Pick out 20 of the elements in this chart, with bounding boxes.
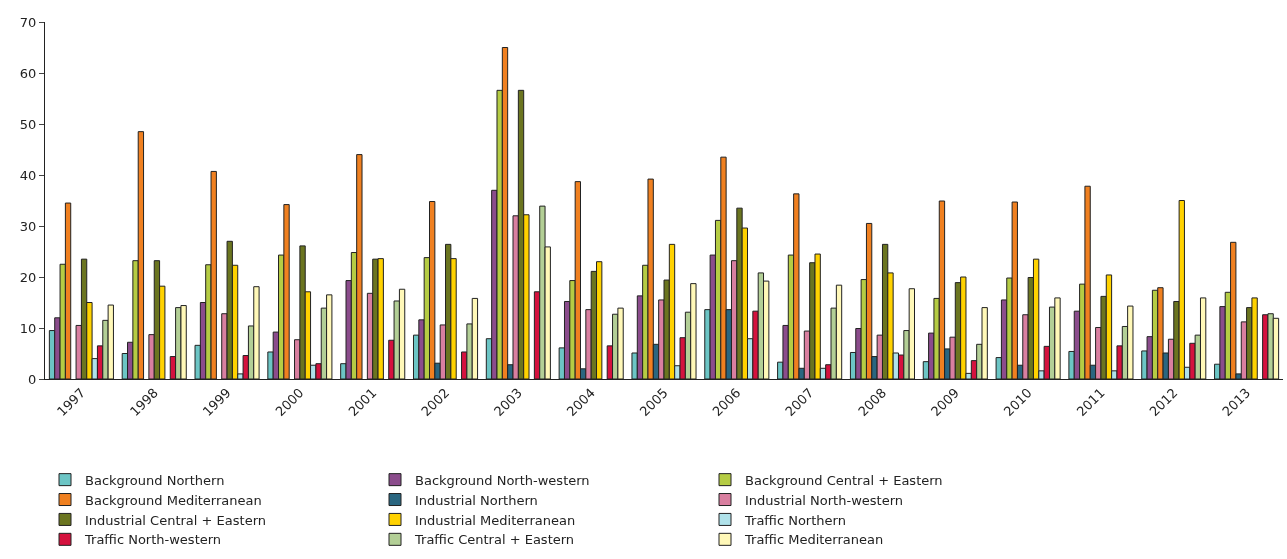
legend-label: Background Mediterranean bbox=[85, 492, 262, 508]
legend-label: Industrial Northern bbox=[415, 492, 538, 508]
legend-label: Traffic Northern bbox=[744, 512, 846, 528]
y-tick-label: 40 bbox=[19, 167, 37, 183]
legend-label: Traffic Mediterranean bbox=[744, 532, 884, 548]
legend-label: Traffic North-western bbox=[84, 532, 222, 548]
y-tick-label: 60 bbox=[19, 65, 37, 81]
y-tick-label: 70 bbox=[19, 14, 37, 30]
legend-label: Industrial Central + Eastern bbox=[85, 512, 266, 528]
legend-label: Industrial Mediterranean bbox=[415, 512, 576, 528]
legend-label: Background Central + Eastern bbox=[745, 472, 943, 488]
y-tick-label: 30 bbox=[19, 218, 37, 234]
y-tick-label: 50 bbox=[19, 116, 37, 132]
y-tick-label: 0 bbox=[28, 371, 37, 387]
y-tick-label: 10 bbox=[19, 320, 37, 336]
y-tick-label: 20 bbox=[19, 269, 37, 285]
legend-label: Background Northern bbox=[85, 472, 225, 488]
legend-label: Industrial North-western bbox=[745, 492, 904, 508]
legend-label: Background North-western bbox=[415, 472, 590, 488]
legend-label: Traffic Central + Eastern bbox=[414, 532, 575, 548]
